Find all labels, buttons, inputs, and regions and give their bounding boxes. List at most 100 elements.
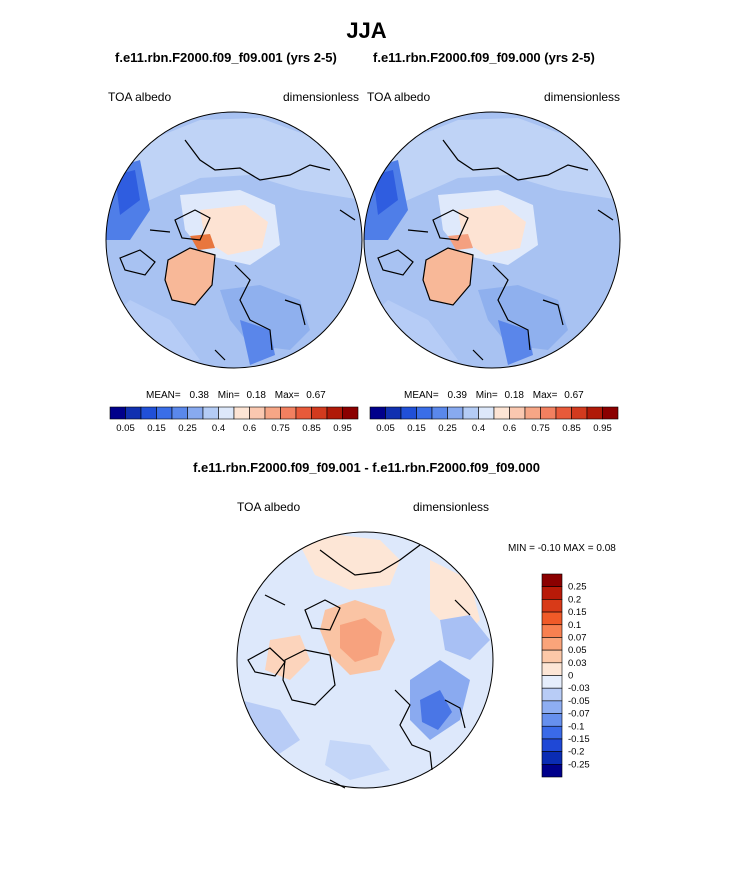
left-colorbar-swatch xyxy=(249,406,266,420)
right-colorbar-swatch xyxy=(555,406,572,420)
right-colorbar-swatch xyxy=(493,406,510,420)
diff-colorbar-swatch xyxy=(541,586,563,600)
diff-colorbar-swatch xyxy=(541,649,563,664)
diff-colorbar-swatch xyxy=(541,662,563,676)
left-colorbar-tick-label: 0.85 xyxy=(302,423,321,434)
left-colorbar-swatch xyxy=(326,406,343,420)
right-colorbar-swatch xyxy=(478,406,495,420)
right-colorbar-swatch xyxy=(509,406,526,420)
right-colorbar-tick-label: 0.75 xyxy=(531,423,550,434)
diff-colorbar-tick-label: 0 xyxy=(568,671,573,682)
right-colorbar-swatch xyxy=(385,406,402,420)
diff-colorbar-swatch xyxy=(541,764,563,778)
right-colorbar-swatch xyxy=(369,406,386,420)
left-variable-label: TOA albedo xyxy=(108,90,172,104)
left-colorbar-swatch xyxy=(342,406,359,420)
right-colorbar-swatch xyxy=(571,406,588,420)
right-stats: MEAN= 0.39 Min= 0.18 Max= 0.67 xyxy=(404,390,584,401)
right-panel-title: f.e11.rbn.F2000.f09_f09.000 (yrs 2-5) xyxy=(373,50,595,65)
diff-map xyxy=(236,531,494,789)
diff-colorbar-tick-label: -0.1 xyxy=(568,721,584,732)
diff-colorbar-swatch xyxy=(541,700,563,714)
left-colorbar-tick-label: 0.75 xyxy=(271,423,290,434)
left-units-label: dimensionless xyxy=(283,90,360,104)
colorbar-left: 0.05 0.15 0.25 0.4 0.6 0.75 0.85 0.95 xyxy=(109,406,359,434)
figure-title: JJA xyxy=(346,18,387,43)
diff-colorbar-tick-label: -0.03 xyxy=(568,683,590,694)
right-colorbar-tick-label: 0.4 xyxy=(472,423,485,434)
diff-colorbar-swatch xyxy=(541,599,563,613)
right-colorbar-tick-label: 0.15 xyxy=(407,423,426,434)
right-max-label: Max= xyxy=(532,390,558,401)
left-stats: MEAN= 0.38 Min= 0.18 Max= 0.67 xyxy=(146,390,326,401)
right-map xyxy=(363,111,621,369)
right-colorbar-swatch xyxy=(602,406,619,420)
diff-colorbar-tick-label: 0.03 xyxy=(568,658,587,669)
left-colorbar-tick-label: 0.4 xyxy=(212,423,225,434)
diff-colorbar-tick-label: -0.05 xyxy=(568,696,590,707)
left-colorbar-swatch xyxy=(264,406,281,420)
right-colorbar-tick-label: 0.6 xyxy=(503,423,516,434)
diff-variable-label: TOA albedo xyxy=(237,500,301,514)
left-colorbar-swatch xyxy=(218,406,235,420)
right-colorbar-swatch xyxy=(540,406,557,420)
diff-colorbar-swatch xyxy=(541,675,563,689)
left-colorbar-tick-label: 0.95 xyxy=(333,423,352,434)
diff-colorbar-tick-label: 0.1 xyxy=(568,620,581,631)
diff-panel-title: f.e11.rbn.F2000.f09_f09.001 - f.e11.rbn.… xyxy=(193,460,540,475)
right-min-value: 0.18 xyxy=(504,390,524,401)
diff-units-label: dimensionless xyxy=(413,500,490,514)
right-colorbar-swatch xyxy=(400,406,417,420)
diff-colorbar-tick-label: -0.07 xyxy=(568,709,590,720)
diff-colorbar-tick-label: -0.25 xyxy=(568,759,590,770)
right-colorbar-tick-label: 0.25 xyxy=(438,423,457,434)
left-colorbar-swatch xyxy=(295,406,312,420)
left-colorbar-swatch xyxy=(109,406,126,420)
diff-colorbar-swatch xyxy=(541,751,563,765)
left-colorbar-tick-label: 0.05 xyxy=(116,423,135,434)
left-panel-title: f.e11.rbn.F2000.f09_f09.001 (yrs 2-5) xyxy=(115,50,337,65)
diff-colorbar-swatch xyxy=(541,713,563,727)
right-colorbar-swatch xyxy=(416,406,433,420)
right-units-label: dimensionless xyxy=(544,90,621,104)
diff-colorbar-swatch xyxy=(541,611,563,626)
left-colorbar-swatch xyxy=(156,406,173,420)
left-min-label: Min= xyxy=(217,390,240,401)
left-colorbar-tick-label: 0.6 xyxy=(243,423,256,434)
right-colorbar-tick-label: 0.05 xyxy=(376,423,395,434)
left-colorbar-swatch xyxy=(311,406,328,420)
colorbar-right: 0.05 0.15 0.25 0.4 0.6 0.75 0.85 0.95 xyxy=(369,406,619,434)
left-colorbar-tick-label: 0.15 xyxy=(147,423,166,434)
diff-colorbar-tick-label: 0.15 xyxy=(568,607,587,618)
diff-colorbar-tick-label: 0.25 xyxy=(568,582,587,593)
left-colorbar-swatch xyxy=(171,406,188,420)
right-colorbar-swatch xyxy=(524,406,541,420)
left-mean-label: MEAN= xyxy=(146,390,181,401)
diff-colorbar-swatch xyxy=(541,624,563,638)
right-colorbar-swatch xyxy=(462,406,479,420)
left-mean-value: 0.38 xyxy=(189,390,209,401)
left-max-label: Max= xyxy=(274,390,300,401)
left-map xyxy=(105,111,363,369)
left-max-value: 0.67 xyxy=(306,390,326,401)
left-colorbar-tick-label: 0.25 xyxy=(178,423,197,434)
diff-colorbar-tick-label: 0.05 xyxy=(568,645,587,656)
colorbar-diff: 0.250.2 0.15 0.10.07 0.05 0.03 0-0.03 -0.05 -0.… xyxy=(541,573,590,778)
diff-colorbar-swatch xyxy=(541,637,563,651)
right-mean-value: 0.39 xyxy=(447,390,467,401)
diff-colorbar-tick-label: -0.2 xyxy=(568,747,584,758)
left-colorbar-swatch xyxy=(140,406,157,420)
left-min-value: 0.18 xyxy=(246,390,266,401)
right-max-value: 0.67 xyxy=(564,390,584,401)
diff-colorbar-tick-label: -0.15 xyxy=(568,734,590,745)
right-colorbar-swatch xyxy=(431,406,448,420)
left-colorbar-swatch xyxy=(280,406,297,420)
right-colorbar-swatch xyxy=(447,406,464,420)
right-min-label: Min= xyxy=(475,390,498,401)
right-variable-label: TOA albedo xyxy=(367,90,431,104)
diff-colorbar-swatch xyxy=(541,725,563,740)
right-colorbar-tick-label: 0.85 xyxy=(562,423,581,434)
right-colorbar-swatch xyxy=(586,406,603,420)
right-colorbar-tick-label: 0.95 xyxy=(593,423,612,434)
